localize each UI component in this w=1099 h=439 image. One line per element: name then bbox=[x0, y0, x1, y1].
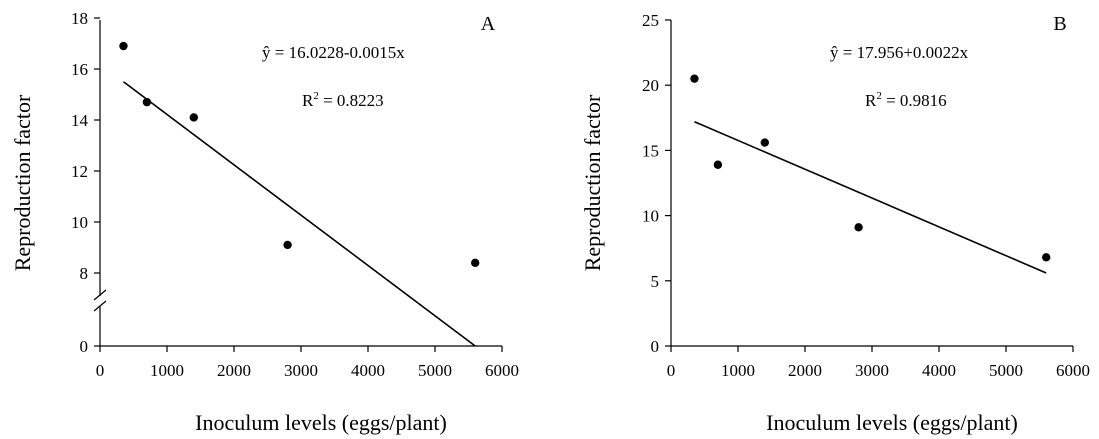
regression-equation: ŷ = 17.956+0.0022x bbox=[830, 43, 969, 62]
x-axis-title: Inoculum levels (eggs/plant) bbox=[766, 410, 1018, 435]
regression-equation: ŷ = 16.0228-0.0015x bbox=[262, 43, 405, 62]
data-point bbox=[471, 258, 480, 267]
y-axis-title: Reproduction factor bbox=[10, 94, 35, 271]
x-tick-label: 3000 bbox=[284, 361, 318, 380]
x-tick-label: 3000 bbox=[855, 361, 889, 380]
data-point bbox=[119, 41, 128, 51]
chart-panel-a: 0 8 10 12 14 16 18 0 1000 2000 3000 4000 5000 6000 Ino… bbox=[10, 9, 519, 435]
y-tick-label: 12 bbox=[71, 162, 88, 181]
x-tick-label: 0 bbox=[96, 361, 105, 380]
x-tick-label: 6000 bbox=[485, 361, 519, 380]
y-tick-label: 14 bbox=[71, 111, 89, 130]
data-point bbox=[1042, 253, 1051, 262]
x-tick-label: 1000 bbox=[150, 361, 184, 380]
y-tick-label: 15 bbox=[642, 141, 659, 160]
r-squared-label: R2 = 0.9816 bbox=[865, 90, 947, 110]
data-point bbox=[690, 74, 699, 83]
r-squared-label: R2 = 0.8223 bbox=[302, 90, 384, 110]
data-point bbox=[713, 160, 723, 169]
data-point bbox=[283, 240, 292, 250]
y-tick-label: 0 bbox=[651, 337, 660, 356]
x-tick-label: 4000 bbox=[351, 361, 385, 380]
panel-label-a: A bbox=[481, 13, 496, 35]
x-tick-label: 5000 bbox=[418, 361, 452, 380]
x-tick-label: 0 bbox=[667, 361, 676, 380]
data-point bbox=[760, 138, 769, 147]
y-axis-title: Reproduction factor bbox=[580, 94, 605, 271]
y-tick-label: 18 bbox=[71, 9, 88, 28]
x-tick-label: 2000 bbox=[788, 361, 822, 380]
y-tick-label: 20 bbox=[642, 76, 659, 95]
y-tick-label: 5 bbox=[651, 272, 660, 291]
axis-break-mark bbox=[93, 300, 107, 312]
x-tick-label: 6000 bbox=[1056, 361, 1090, 380]
data-point bbox=[189, 113, 198, 122]
x-tick-label: 1000 bbox=[721, 361, 755, 380]
data-point bbox=[854, 223, 863, 232]
y-tick-label: 0 bbox=[80, 337, 89, 356]
x-tick-label: 5000 bbox=[989, 361, 1023, 380]
y-tick-label: 10 bbox=[71, 213, 88, 232]
trend-line bbox=[694, 120, 1047, 274]
y-tick-label: 10 bbox=[642, 207, 659, 226]
x-axis-title: Inoculum levels (eggs/plant) bbox=[195, 410, 447, 435]
axis-break-mark bbox=[93, 289, 107, 301]
y-tick-label: 16 bbox=[71, 60, 88, 79]
trend-line bbox=[122, 81, 476, 347]
x-tick-label: 4000 bbox=[922, 361, 956, 380]
panel-label-b: B bbox=[1053, 13, 1066, 35]
y-tick-label: 25 bbox=[642, 11, 659, 30]
chart-panel-b: 0 5 10 15 20 25 0 1000 2000 3000 4000 5000 6000 Inocu… bbox=[580, 11, 1090, 435]
data-point bbox=[142, 97, 152, 107]
y-tick-label: 8 bbox=[80, 264, 89, 283]
x-tick-label: 2000 bbox=[217, 361, 251, 380]
